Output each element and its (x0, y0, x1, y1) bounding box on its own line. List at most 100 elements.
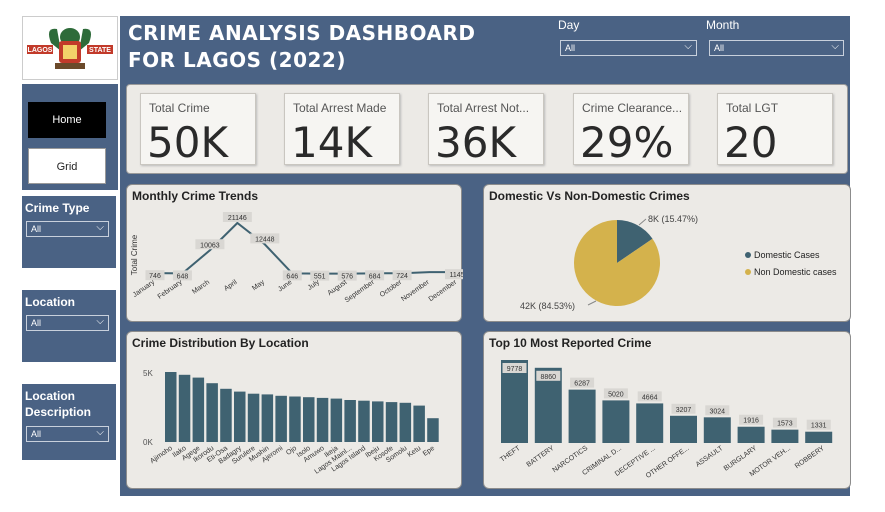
y-tick-label: 0K (143, 438, 153, 447)
x-tick-label: December (428, 279, 459, 304)
data-label-bg (310, 270, 330, 281)
chevron-down-icon: ⌵ (684, 41, 692, 52)
x-tick-label: June (277, 279, 294, 294)
data-label: 8860 (541, 374, 557, 381)
bar (636, 403, 664, 443)
x-tick-label: ASSAULT (695, 444, 725, 468)
bar (330, 398, 343, 442)
data-label: 1916 (743, 418, 759, 425)
data-label-bg (445, 269, 463, 280)
bar (427, 418, 439, 442)
chevron-down-icon: ⌵ (96, 427, 104, 438)
data-label-bg (195, 239, 225, 250)
data-label: 42K (84.53%) (520, 301, 575, 311)
bar (275, 395, 287, 442)
crime-type-dropdown[interactable]: All ⌵ (26, 221, 109, 237)
pie-slice (617, 220, 653, 263)
data-label-bg (570, 377, 595, 388)
data-label-bg (705, 405, 730, 416)
data-label-bg (637, 391, 662, 402)
day-filter-label: Day (558, 18, 580, 32)
kpi-label: Total Arrest Made (293, 101, 387, 115)
bar (261, 394, 274, 442)
bar (385, 402, 398, 442)
data-label: 724 (396, 273, 408, 280)
kpi-label: Total LGT (726, 101, 779, 115)
data-label-bg (671, 403, 696, 414)
logo-text-right: STATE (89, 47, 111, 54)
legend-marker (745, 252, 751, 258)
top-crimes-bar-chart: 9778THEFT8860BATTERY6287NARCOTICS5020CRI… (499, 360, 833, 480)
location-description-dropdown[interactable]: All ⌵ (26, 426, 109, 442)
header-bar: CRIME ANALYSIS DASHBOARD FOR LAGOS (2022… (120, 16, 850, 80)
chevron-down-icon: ⌵ (96, 222, 104, 233)
kpi-card: Total Arrest Not... 36K (428, 93, 544, 167)
data-label-bg (536, 370, 561, 381)
location-dropdown[interactable]: All ⌵ (26, 315, 109, 331)
x-tick-label: August (326, 279, 348, 297)
data-label-bg (603, 388, 628, 399)
data-label: 6287 (574, 381, 590, 388)
data-label: 648 (177, 273, 189, 280)
bar (316, 397, 329, 442)
home-button[interactable]: Home (28, 102, 106, 138)
bar (165, 372, 177, 442)
location-dropdown-value: All (31, 318, 42, 328)
domestic-pie-chart: 8K (15.47%) 42K (84.53%) Domestic Cases Non… (520, 214, 837, 311)
chart-title: Crime Distribution By Location (132, 336, 309, 350)
legend-label: Domestic Cases (754, 250, 820, 260)
data-label-bg (392, 270, 412, 281)
data-label: 3207 (676, 407, 692, 414)
y-axis-label: Total Crime (130, 234, 139, 275)
kpi-label: Crime Clearance... (582, 101, 683, 115)
x-tick-label: Ketu (406, 445, 422, 459)
kpi-row: Total Crime 50K Total Arrest Made 14K Tota… (126, 84, 848, 174)
x-tick-label: Epe (422, 445, 436, 458)
data-label: 551 (314, 274, 326, 281)
page-title: CRIME ANALYSIS DASHBOARD FOR LAGOS (2022… (128, 21, 476, 72)
y-tick-label: 5K (143, 369, 153, 378)
month-dropdown[interactable]: All ⌵ (709, 40, 844, 56)
kpi-card: Total Crime 50K (140, 93, 256, 167)
day-dropdown[interactable]: All ⌵ (560, 40, 697, 56)
grid-button[interactable]: Grid (28, 148, 106, 184)
x-tick-label: BATTERY (526, 445, 556, 469)
data-label: 5020 (608, 391, 624, 398)
monthly-trend-panel: Monthly Crime Trends Total Crime 746 648 10… (126, 184, 463, 322)
x-tick-label: January (132, 279, 157, 299)
crime-type-filter: Crime Type All ⌵ (22, 196, 116, 268)
coat-of-arms-icon: LAGOS STATE (27, 28, 113, 69)
x-tick-label: ROBBERY (794, 445, 826, 470)
x-tick-label: May (251, 279, 266, 293)
kpi-card: Total Arrest Made 14K (284, 93, 400, 167)
logo-text-left: LAGOS (28, 47, 53, 54)
bar (344, 400, 356, 442)
data-label: 1145 (449, 272, 463, 279)
data-label: 3024 (710, 408, 726, 415)
crime-type-label: Crime Type (25, 201, 90, 215)
nav-panel: Home Grid (22, 84, 118, 190)
bar (737, 426, 765, 443)
data-label: 8K (15.47%) (648, 214, 698, 224)
bar (358, 400, 370, 442)
bar (670, 415, 697, 443)
location-description-filter: Location Description All ⌵ (22, 384, 116, 460)
data-label: 684 (369, 273, 381, 280)
bar (178, 374, 191, 442)
kpi-value: 14K (291, 118, 372, 167)
x-tick-label: April (223, 279, 239, 293)
bar (413, 405, 425, 442)
data-label: 1331 (811, 423, 827, 430)
leader-line (587, 300, 597, 306)
data-label-bg (772, 417, 797, 428)
data-label: 21146 (228, 215, 247, 222)
leader-line (638, 218, 647, 226)
x-tick-label: February (157, 279, 184, 301)
chart-title: Monthly Crime Trends (132, 189, 259, 203)
data-label-bg (806, 419, 831, 430)
chevron-down-icon: ⌵ (831, 41, 839, 52)
kpi-label: Total Arrest Not... (437, 101, 530, 115)
top-crimes-panel: Top 10 Most Reported Crime 9778 THEFT 8860… (483, 331, 851, 489)
legend-marker (745, 269, 751, 275)
data-label: 646 (286, 273, 298, 280)
